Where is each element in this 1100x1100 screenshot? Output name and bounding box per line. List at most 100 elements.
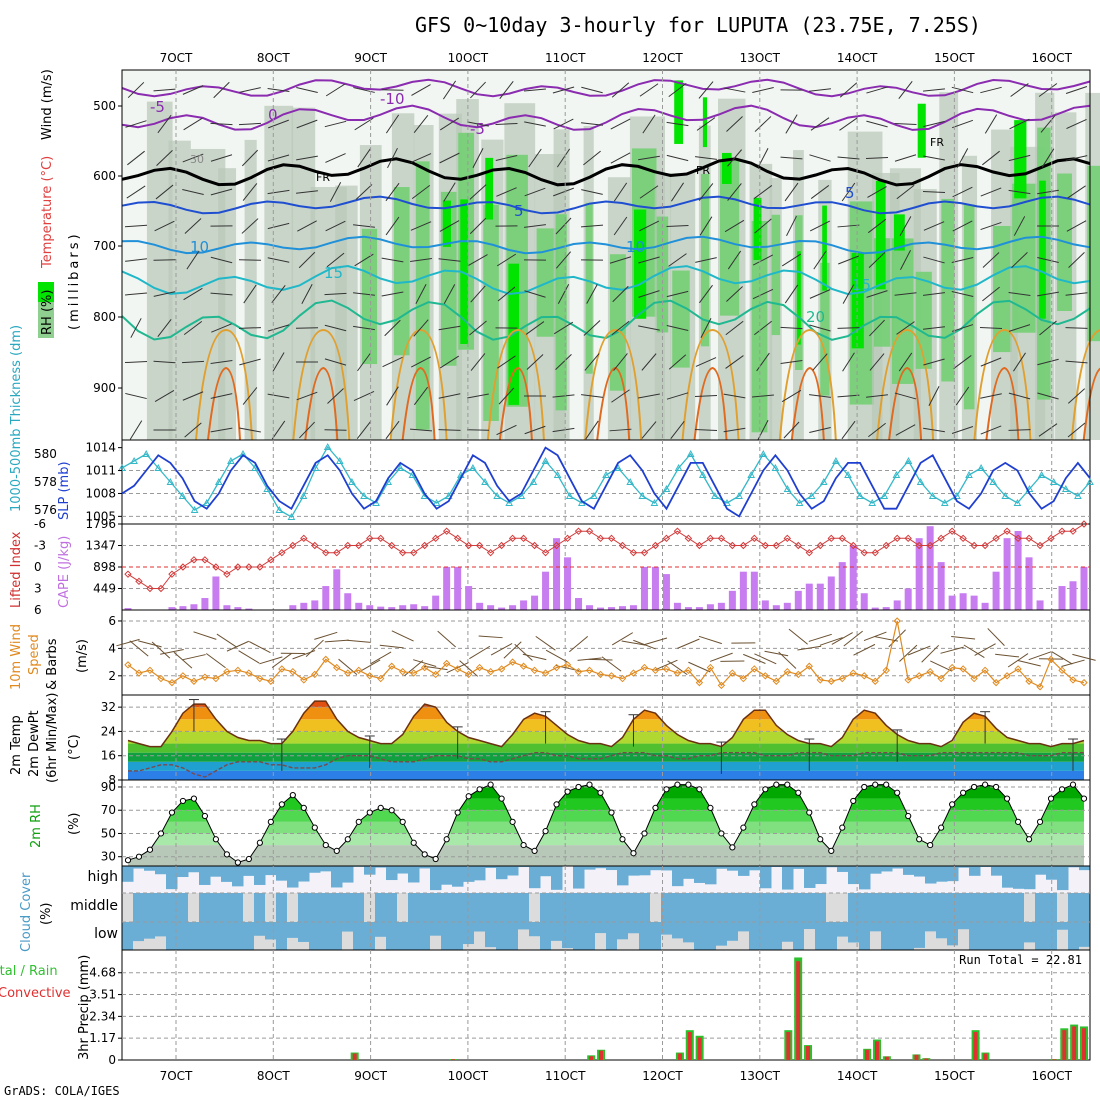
- cloud-mid-bar: [672, 893, 684, 922]
- cloud-mid-bar: [463, 893, 475, 922]
- rh-tick: 70: [101, 803, 116, 817]
- thickness-point: [505, 498, 514, 506]
- cape-bar: [1058, 586, 1066, 610]
- li-point: [245, 563, 253, 571]
- wind-speed-point: [475, 663, 484, 672]
- wind-barb: [267, 87, 290, 93]
- cloud-high-bar: [529, 866, 541, 889]
- wind-barb: [268, 119, 289, 129]
- wind-speed-point: [124, 661, 132, 669]
- cloud-high-bar: [1046, 866, 1058, 880]
- contour-label: 10: [626, 238, 645, 256]
- wind-barb: [698, 81, 714, 99]
- li-point: [640, 548, 649, 557]
- wind-barb: [751, 394, 775, 398]
- wind-speed-point: [1047, 655, 1055, 664]
- wind-speed-point: [1058, 666, 1066, 675]
- cape-bar: [333, 569, 341, 610]
- wind-barb: [353, 87, 375, 93]
- wind-barb: [695, 156, 717, 160]
- cloud-low-bar: [144, 922, 156, 950]
- wind-speed-point: [366, 672, 374, 680]
- wind-speed-point: [519, 662, 528, 670]
- wind-barb: [523, 88, 547, 92]
- wind-label-b: Speed: [27, 634, 42, 675]
- surface-wind-barb: [819, 637, 843, 646]
- cloud-high-bar: [650, 866, 662, 871]
- wind-barb: [784, 284, 799, 304]
- surface-wind-barb: [808, 633, 832, 642]
- temp-tick: 32: [101, 700, 116, 714]
- surface-wind-barb: [446, 662, 469, 674]
- wind-barb: [443, 284, 456, 304]
- wind-barb: [267, 393, 290, 399]
- cloud-mid-bar: [562, 893, 574, 922]
- cloud-low-bar: [441, 922, 453, 950]
- wind-speed-point: [860, 672, 868, 680]
- wind-barb: [809, 220, 831, 232]
- rh-point: [542, 828, 549, 835]
- cloud-mid-bar: [848, 893, 860, 922]
- wind-barb: [238, 327, 262, 329]
- wind-speed-point: [409, 669, 418, 677]
- slp-label: SLP (mb): [57, 461, 72, 520]
- wind-barb: [956, 148, 969, 168]
- wind-barb: [296, 155, 318, 161]
- rh-point: [157, 830, 165, 837]
- cloud-units: (%): [39, 903, 54, 926]
- wind-barb: [952, 186, 973, 198]
- wind-barb: [553, 321, 574, 335]
- upper-tick-label: 900: [93, 381, 116, 395]
- thickness-point: [868, 498, 877, 506]
- li-point: [717, 534, 726, 543]
- li-point: [794, 541, 803, 550]
- temp-units: (°C): [67, 734, 82, 760]
- surface-wind-barb: [843, 630, 863, 647]
- cloud-low-bar: [716, 922, 728, 950]
- li-point: [1014, 534, 1022, 543]
- wind-speed-point: [739, 674, 748, 683]
- cloud-high-bar: [485, 866, 497, 868]
- li-point: [497, 541, 506, 550]
- cloud-high-bar: [1013, 866, 1025, 889]
- cloud-low-bar: [419, 922, 431, 950]
- cloud-high-bar: [980, 866, 992, 868]
- rh-point: [410, 839, 417, 846]
- wind-barb: [381, 89, 404, 91]
- rh-point: [619, 836, 626, 843]
- thickness-point: [323, 442, 332, 450]
- rh-band-mid: [993, 225, 1012, 353]
- cloud-high-bar: [221, 866, 233, 882]
- rh-band-mid: [483, 204, 499, 421]
- li-point: [948, 527, 956, 535]
- wind-barb: [583, 150, 601, 166]
- thickness-point: [880, 491, 889, 499]
- cape-bar: [179, 606, 187, 610]
- cloud-low-bar: [133, 922, 145, 950]
- surface-wind-barb: [478, 635, 503, 639]
- li-point: [629, 548, 638, 557]
- rh-point: [773, 781, 780, 788]
- contour-label: -5: [150, 98, 165, 116]
- wind-speed-point: [1014, 665, 1022, 673]
- cloud-mid-bar: [276, 893, 288, 922]
- cape-bar: [882, 607, 890, 610]
- li-point: [849, 541, 857, 550]
- wind-speed-point: [772, 677, 781, 685]
- wind-barb: [726, 286, 743, 302]
- rh-band-high: [1014, 120, 1027, 199]
- thickness-point: [698, 470, 707, 478]
- wind-barb: [243, 284, 257, 304]
- wind-speed-point: [838, 674, 846, 683]
- warm-lobe: [389, 328, 448, 441]
- cloud-low-clear: [265, 939, 277, 950]
- surface-wind-barb: [831, 632, 853, 645]
- rh-point: [377, 804, 384, 811]
- wind-barb: [125, 392, 147, 400]
- slp-tick: 1008: [85, 486, 116, 500]
- wind-speed-point: [563, 661, 572, 669]
- rh-point: [1036, 818, 1044, 825]
- cloud-level-label: middle: [70, 898, 118, 914]
- cloud-low-bar: [1002, 922, 1014, 950]
